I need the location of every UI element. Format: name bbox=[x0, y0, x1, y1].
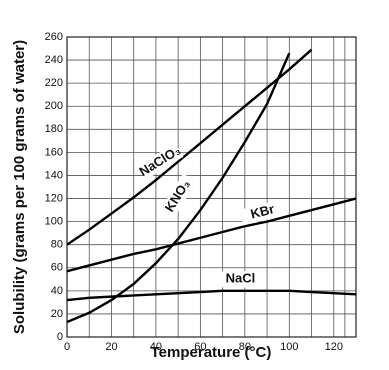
y-tick-label: 100 bbox=[45, 216, 63, 228]
series-line bbox=[67, 52, 291, 324]
series-label: NaCl bbox=[226, 271, 256, 286]
y-tick-label: 260 bbox=[45, 31, 63, 43]
series-line bbox=[67, 197, 356, 273]
x-tick-label: 80 bbox=[239, 341, 251, 353]
y-tick-label: 140 bbox=[45, 169, 63, 181]
y-tick-label: 60 bbox=[51, 262, 63, 274]
y-tick-label: 80 bbox=[51, 239, 63, 251]
label-bg bbox=[137, 143, 184, 181]
y-tick-label: 220 bbox=[45, 77, 63, 89]
y-tick-label: 20 bbox=[51, 308, 63, 320]
x-tick-label: 120 bbox=[325, 341, 343, 353]
y-tick-label: 180 bbox=[45, 123, 63, 135]
x-axis-title: Temperature (°C) bbox=[151, 344, 272, 361]
series-line bbox=[67, 289, 356, 302]
y-axis-title: Solubility (grams per 100 grams of water… bbox=[11, 40, 28, 334]
x-tick-label: 0 bbox=[64, 341, 70, 353]
label-bg bbox=[159, 173, 197, 220]
plot-frame bbox=[66, 36, 357, 338]
label-bg bbox=[218, 271, 263, 288]
series-label: KNO₃ bbox=[162, 177, 193, 215]
series-line bbox=[67, 48, 313, 246]
x-tick-label: 60 bbox=[194, 341, 206, 353]
y-tick-label: 40 bbox=[51, 285, 63, 297]
y-tick-label: 120 bbox=[45, 192, 63, 204]
y-tick-label: 160 bbox=[45, 146, 63, 158]
series-label: KBr bbox=[249, 201, 276, 221]
y-tick-label: 240 bbox=[45, 54, 63, 66]
x-tick-label: 20 bbox=[105, 341, 117, 353]
label-bg bbox=[239, 199, 286, 226]
x-tick-label: 40 bbox=[150, 341, 162, 353]
y-tick-label: 0 bbox=[57, 331, 63, 343]
y-tick-label: 200 bbox=[45, 100, 63, 112]
x-tick-label: 100 bbox=[280, 341, 298, 353]
